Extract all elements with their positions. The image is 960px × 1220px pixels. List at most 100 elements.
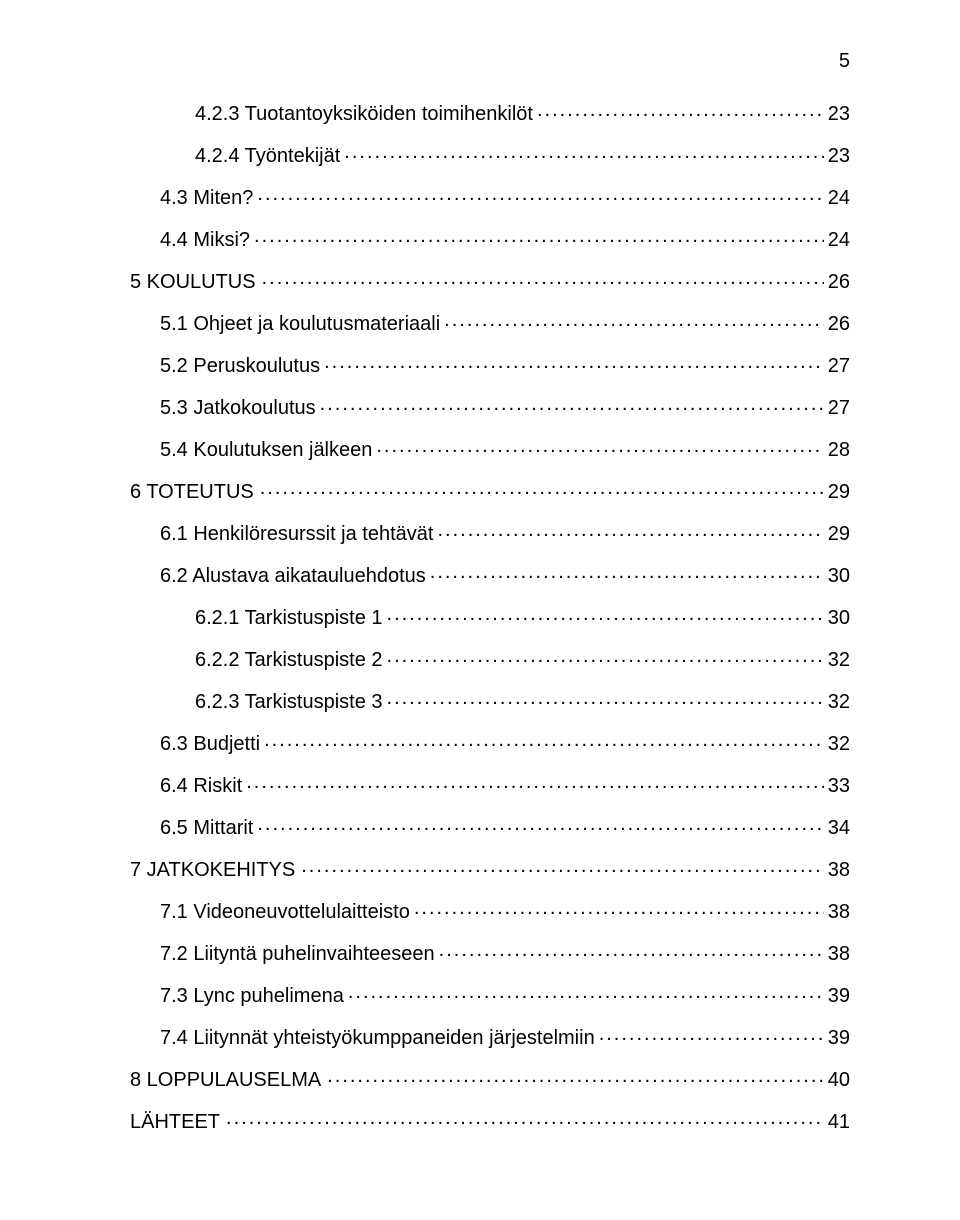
toc-entry-label: 4.4 Miksi? (160, 230, 250, 250)
toc-entry-page: 27 (828, 398, 850, 418)
toc-entry-label: LÄHTEET (130, 1112, 220, 1132)
toc-entry-page: 39 (828, 1028, 850, 1048)
toc-entry-label: 7.1 Videoneuvottelulaitteisto (160, 902, 410, 922)
toc-entry: 7.3 Lync puhelimena 39 (130, 982, 850, 1006)
toc-entry-page: 40 (828, 1070, 850, 1090)
toc-entry-label: 5.4 Koulutuksen jälkeen (160, 440, 372, 460)
toc-leader-dots (254, 226, 824, 246)
toc-entry-label: 4.2.4 Työntekijät (195, 146, 340, 166)
toc-entry: 6.2.3 Tarkistuspiste 332 (130, 688, 850, 712)
toc-entry: LÄHTEET 41 (130, 1108, 850, 1132)
toc-entry: 4.2.4 Työntekijät 23 (130, 142, 850, 166)
toc-entry: 5.2 Peruskoulutus 27 (130, 352, 850, 376)
toc-entry: 4.2.3 Tuotantoyksiköiden toimihenkilöt 23 (130, 100, 850, 124)
toc-entry: 5.1 Ohjeet ja koulutusmateriaali 26 (130, 310, 850, 334)
toc-entry: 5.3 Jatkokoulutus 27 (130, 394, 850, 418)
toc-leader-dots (414, 898, 824, 918)
toc-entry-page: 33 (828, 776, 850, 796)
toc-entry: 6.1 Henkilöresurssit ja tehtävät 29 (130, 520, 850, 544)
toc-entry-page: 38 (828, 860, 850, 880)
toc-entry: 6.2 Alustava aikatauluehdotus 30 (130, 562, 850, 586)
toc-entry-page: 23 (828, 146, 850, 166)
toc-entry-page: 23 (828, 104, 850, 124)
toc-leader-dots (301, 856, 824, 876)
toc-entry-page: 32 (828, 734, 850, 754)
toc-entry-page: 32 (828, 650, 850, 670)
toc-entry-label: 7.2 Liityntä puhelinvaihteeseen (160, 944, 435, 964)
document-page: 5 4.2.3 Tuotantoyksiköiden toimihenkilöt… (0, 0, 960, 1220)
toc-entry-label: 4.2.3 Tuotantoyksiköiden toimihenkilöt (195, 104, 533, 124)
toc-entry-label: 5.2 Peruskoulutus (160, 356, 320, 376)
toc-entry-page: 29 (828, 482, 850, 502)
toc-entry-label: 6.2.3 Tarkistuspiste 3 (195, 692, 383, 712)
toc-entry-page: 30 (828, 566, 850, 586)
toc-entry-label: 6.2 Alustava aikatauluehdotus (160, 566, 426, 586)
toc-entry-label: 6.2.2 Tarkistuspiste 2 (195, 650, 383, 670)
toc-entry-page: 39 (828, 986, 850, 1006)
toc-entry: 6.3 Budjetti 32 (130, 730, 850, 754)
toc-entry-page: 24 (828, 230, 850, 250)
toc-entry-label: 8 LOPPULAUSELMA (130, 1070, 321, 1090)
toc-entry: 6 TOTEUTUS 29 (130, 478, 850, 502)
toc-leader-dots (226, 1108, 824, 1128)
toc-entry-page: 26 (828, 272, 850, 292)
toc-entry-page: 38 (828, 944, 850, 964)
toc-entry: 6.2.2 Tarkistuspiste 2 32 (130, 646, 850, 670)
toc-entry-label: 4.3 Miten? (160, 188, 253, 208)
toc-leader-dots (599, 1024, 824, 1044)
toc-leader-dots (327, 1066, 824, 1086)
toc-leader-dots (324, 352, 824, 372)
toc-entry: 7.2 Liityntä puhelinvaihteeseen 38 (130, 940, 850, 964)
toc-entry-label: 6 TOTEUTUS (130, 482, 254, 502)
toc-leader-dots (348, 982, 824, 1002)
toc-entry-label: 6.1 Henkilöresurssit ja tehtävät (160, 524, 433, 544)
toc-leader-dots (430, 562, 824, 582)
toc-entry: 6.2.1 Tarkistuspiste 1 30 (130, 604, 850, 628)
toc-entry-label: 7 JATKOKEHITYS (130, 860, 295, 880)
toc-entry-page: 30 (828, 608, 850, 628)
toc-entry: 6.4 Riskit 33 (130, 772, 850, 796)
toc-entry-label: 7.3 Lync puhelimena (160, 986, 344, 1006)
toc-leader-dots (387, 604, 824, 624)
toc-entry: 4.3 Miten? 24 (130, 184, 850, 208)
toc-leader-dots (376, 436, 823, 456)
toc-entry-label: 7.4 Liitynnät yhteistyökumppaneiden järj… (160, 1028, 595, 1048)
toc-entry: 7.1 Videoneuvottelulaitteisto 38 (130, 898, 850, 922)
toc-leader-dots (260, 478, 824, 498)
toc-entry-label: 5.1 Ohjeet ja koulutusmateriaali (160, 314, 440, 334)
toc-leader-dots (257, 814, 823, 834)
toc-leader-dots (246, 772, 824, 792)
toc-entry-page: 34 (828, 818, 850, 838)
toc-leader-dots (437, 520, 823, 540)
toc-entry: 8 LOPPULAUSELMA 40 (130, 1066, 850, 1090)
toc-entry-page: 41 (828, 1112, 850, 1132)
toc-entry-label: 6.3 Budjetti (160, 734, 260, 754)
toc-entry: 4.4 Miksi? 24 (130, 226, 850, 250)
toc-entry-label: 6.4 Riskit (160, 776, 242, 796)
toc-entry: 5.4 Koulutuksen jälkeen 28 (130, 436, 850, 460)
toc-leader-dots (444, 310, 824, 330)
toc-entry-label: 6.2.1 Tarkistuspiste 1 (195, 608, 383, 628)
toc-leader-dots (387, 646, 824, 666)
toc-entry-label: 5 KOULUTUS (130, 272, 256, 292)
toc-entry-label: 5.3 Jatkokoulutus (160, 398, 316, 418)
toc-leader-dots (344, 142, 823, 162)
toc-entry-page: 24 (828, 188, 850, 208)
toc-leader-dots (264, 730, 824, 750)
toc-entry-page: 28 (828, 440, 850, 460)
toc-entry-page: 38 (828, 902, 850, 922)
toc-entry: 6.5 Mittarit 34 (130, 814, 850, 838)
toc-entry: 7 JATKOKEHITYS 38 (130, 856, 850, 880)
page-number: 5 (839, 50, 850, 73)
toc-leader-dots (257, 184, 823, 204)
toc-entry-page: 27 (828, 356, 850, 376)
toc-leader-dots (387, 688, 824, 708)
toc-entry-page: 29 (828, 524, 850, 544)
toc-entry-label: 6.5 Mittarit (160, 818, 253, 838)
toc-entry-page: 26 (828, 314, 850, 334)
toc-entry: 5 KOULUTUS 26 (130, 268, 850, 292)
toc-leader-dots (262, 268, 824, 288)
table-of-contents: 4.2.3 Tuotantoyksiköiden toimihenkilöt 23… (130, 100, 850, 1132)
toc-entry: 7.4 Liitynnät yhteistyökumppaneiden järj… (130, 1024, 850, 1048)
toc-leader-dots (537, 100, 824, 120)
